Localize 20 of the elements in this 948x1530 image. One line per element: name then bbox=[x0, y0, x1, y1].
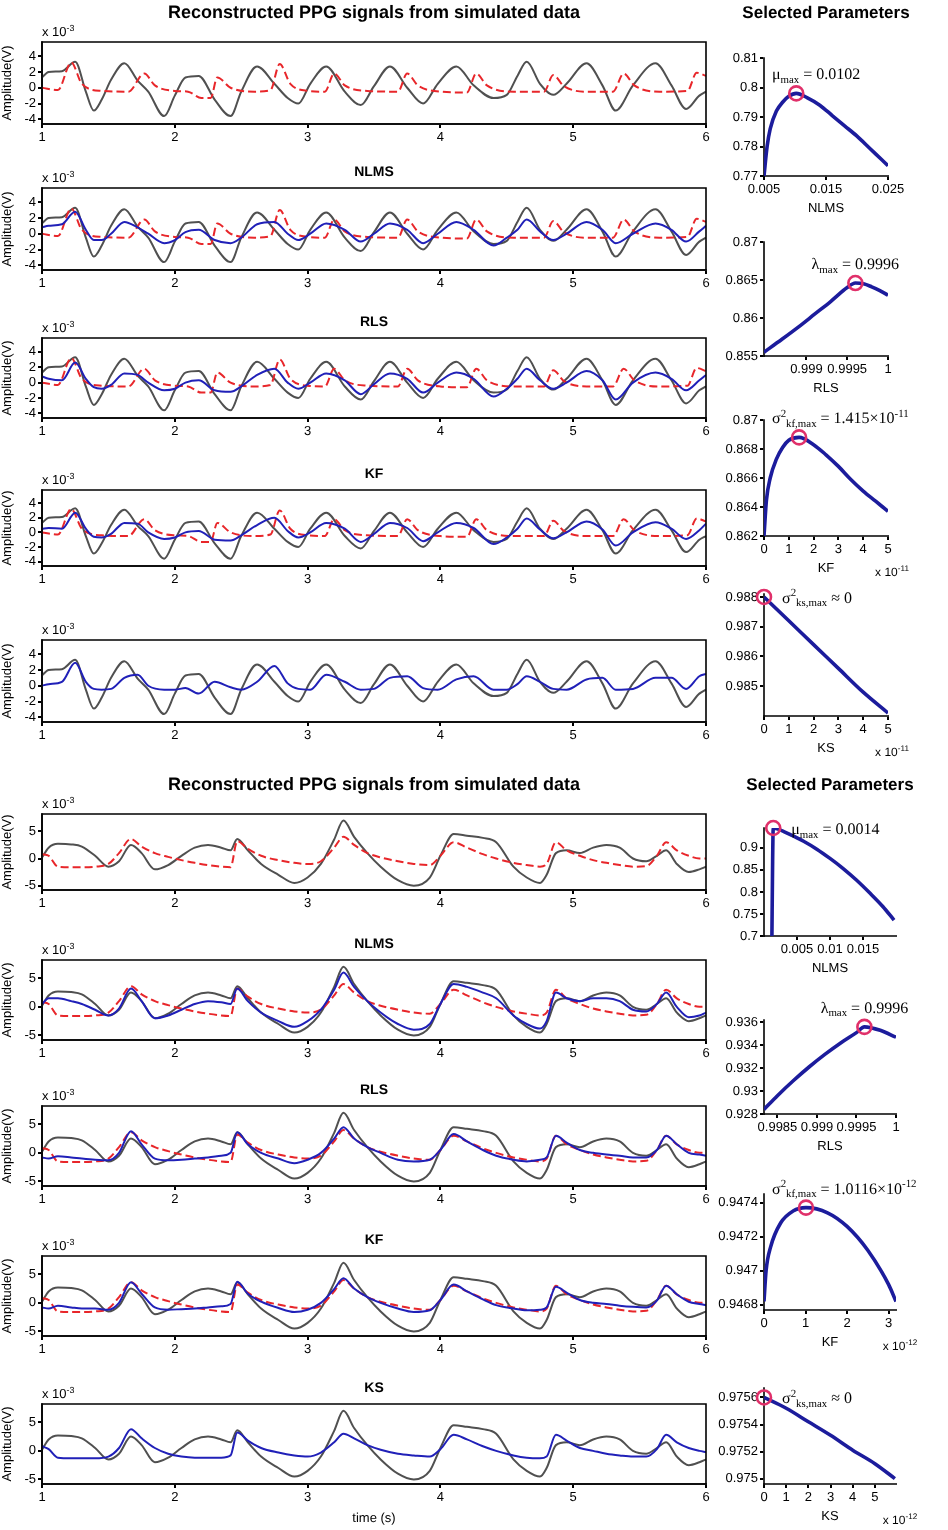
line-series bbox=[42, 983, 706, 1017]
line-series bbox=[42, 819, 706, 887]
line-series bbox=[42, 356, 706, 412]
chart-title: Selected Parameters bbox=[746, 774, 915, 794]
line-series bbox=[42, 61, 706, 99]
line-series bbox=[42, 357, 706, 394]
chart-title: Selected Parameters bbox=[742, 2, 911, 22]
line-series bbox=[42, 661, 706, 695]
line-series bbox=[42, 1261, 706, 1333]
chart-title: Reconstructed PPG signals from simulated data bbox=[167, 2, 583, 22]
line-series bbox=[42, 658, 706, 716]
line-series bbox=[42, 835, 706, 869]
line-series bbox=[42, 60, 706, 118]
line-series bbox=[42, 507, 706, 560]
line-series bbox=[42, 1428, 706, 1460]
line-series bbox=[42, 206, 706, 264]
chart-title: Reconstructed PPG signals from simulated data bbox=[167, 774, 583, 794]
line-series bbox=[42, 361, 706, 401]
line-series bbox=[42, 1409, 706, 1481]
line-series bbox=[42, 1111, 706, 1183]
